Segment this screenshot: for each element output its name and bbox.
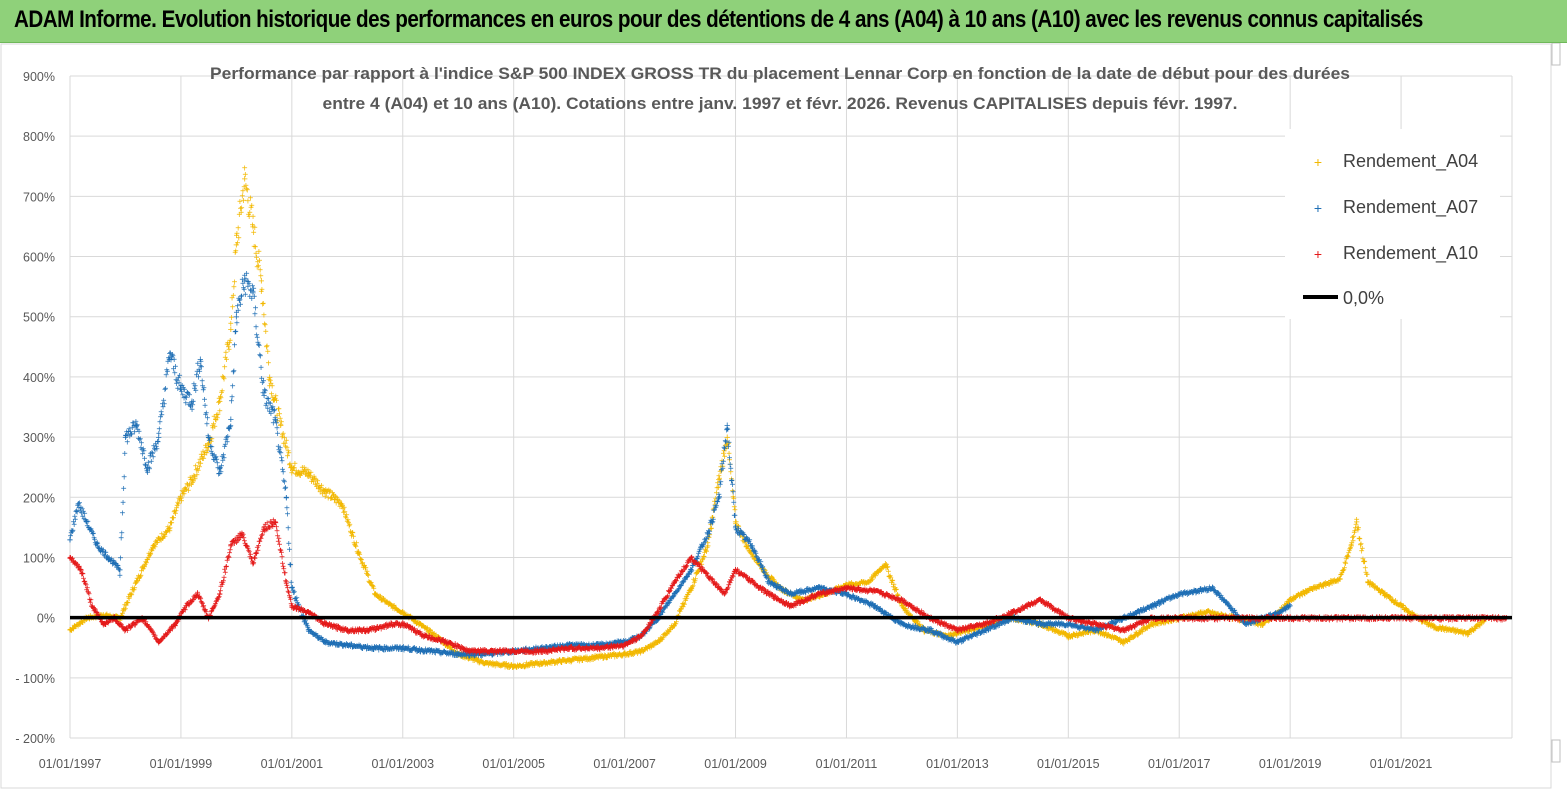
scatter-point: + [221,374,227,385]
x-tick-label: 01/01/2013 [926,757,989,771]
scatter-point: + [232,278,238,289]
x-tick-label: 01/01/1999 [150,757,213,771]
scatter-point: + [190,397,196,408]
scatter-point: + [260,299,266,310]
y-tick-label: 700% [23,190,55,204]
x-tick-label: 01/01/2001 [261,757,324,771]
scatter-point: + [249,201,255,212]
scatter-point: + [119,528,125,539]
y-tick-label: 300% [23,431,55,445]
scatter-point: + [205,414,211,425]
scatter-point: + [199,363,205,374]
scatter-point: + [118,554,124,565]
scatter-point: + [732,511,738,522]
scatter-point: + [232,340,238,351]
scatter-point: + [1287,600,1293,611]
scatter-point: + [718,478,724,489]
scatter-point: + [251,292,257,303]
scatter-point: + [286,449,292,460]
scatter-point: + [285,523,291,534]
x-tick-label: 01/01/2007 [593,757,656,771]
scatter-point: + [119,509,125,520]
scatter-point: + [265,358,271,369]
scatter-point: + [122,449,128,460]
scatter-point: + [283,493,289,504]
scatter-point: + [221,454,227,465]
performance-chart: 900% 800% 700% 600% 500% 400% 300% 200% 100% 0% - … [0,43,1567,790]
scatter-point: + [728,464,734,475]
scatter-point: + [263,327,269,338]
report-title: ADAM Informe. Evolution historique des p… [14,6,1423,34]
y-tick-label: 100% [23,551,55,565]
scatter-point: + [725,425,731,436]
scatter-point: + [275,429,281,440]
x-tick-label: 01/01/2015 [1037,757,1100,771]
scatter-point: + [257,352,263,363]
scatter-point: + [730,488,736,499]
scatter-point: + [259,285,265,296]
scatter-point: + [286,545,292,556]
scatter-point: + [228,421,234,432]
x-tick-label: 01/01/2017 [1148,757,1211,771]
x-tick-label: 01/01/2009 [704,757,767,771]
y-tick-label: 800% [23,130,55,144]
x-tick-label: 01/01/2021 [1370,757,1433,771]
scatter-point: + [258,363,264,374]
x-tick-label: 01/01/2005 [482,757,545,771]
scatter-point: + [193,386,199,397]
scatter-point: + [229,393,235,404]
scatter-point: + [230,382,236,393]
scatter-point: + [219,386,225,397]
scatter-point: + [265,347,271,358]
y-tick-label: 600% [23,251,55,265]
scatter-point: + [717,492,723,503]
scatter-point: + [120,498,126,509]
y-tick-label: 200% [23,491,55,505]
scatter-point: + [720,457,726,468]
scatter-point: + [242,170,248,181]
y-tick-label: - 100% [15,672,55,686]
scatter-point: + [285,509,291,520]
scatter-point: + [234,318,240,329]
scatter-point: + [1356,524,1362,535]
report-banner: ADAM Informe. Evolution historique des p… [0,0,1567,43]
scatter-point: + [224,355,230,366]
y-tick-label: 900% [23,70,55,84]
scatter-point: + [253,304,259,315]
y-tick-label: 0% [37,612,55,626]
scatter-point: + [726,438,732,449]
scatter-point: + [201,384,207,395]
scatter-point: + [1359,544,1365,555]
scatter-point: + [121,484,127,495]
y-tick-label: - 200% [15,732,55,746]
x-tick-label: 01/01/1997 [39,757,102,771]
x-tick-label: 01/01/2011 [816,757,878,771]
scatter-point: + [163,384,169,395]
scatter-point: + [252,223,258,234]
scatter-point: + [161,400,167,411]
scatter-point: + [258,272,264,283]
scatter-point: + [117,571,123,582]
chart-area: 900% 800% 700% 600% 500% 400% 300% 200% 100% 0% - … [0,43,1567,790]
x-tick-label: 01/01/2019 [1259,757,1322,771]
scatter-point: + [288,560,294,571]
scatter-point: + [121,472,127,483]
x-tick-label: 01/01/2003 [371,757,434,771]
scatter-point: + [731,498,737,509]
scatter-point: + [231,367,237,378]
scatter-point: + [217,407,223,418]
y-tick-label: 400% [23,371,55,385]
scatter-point: + [236,234,242,245]
scatter-point: + [250,212,256,223]
scatter-point: + [164,367,170,378]
y-tick-label: 500% [23,311,55,325]
